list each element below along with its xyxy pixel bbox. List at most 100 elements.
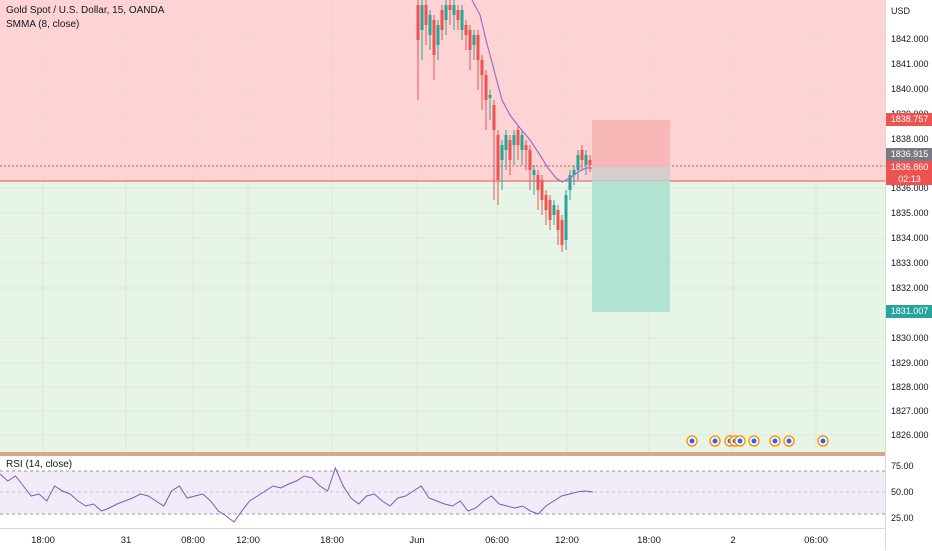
bar-countdown: 02:13: [898, 174, 921, 184]
candle-body: [512, 135, 516, 145]
candle-body: [492, 105, 496, 130]
price-label: 1836.000: [891, 183, 929, 193]
rsi-legend[interactable]: RSI (14, close): [6, 459, 73, 470]
price-label: 1828.000: [891, 382, 929, 392]
candle-body: [432, 20, 436, 55]
take-profit-price-tag[interactable]: 1831.007: [886, 305, 932, 318]
price-label: 1835.000: [891, 208, 929, 218]
event-flag-dot: [712, 438, 718, 444]
candle-body: [540, 180, 544, 200]
candle-body: [496, 135, 500, 180]
candle-body: [420, 5, 424, 30]
candle-body: [460, 10, 464, 30]
current-price-tag[interactable]: 1836.860 02:13: [886, 161, 932, 185]
candle-body: [576, 155, 580, 170]
entry-zone[interactable]: [592, 166, 670, 181]
candle-body: [452, 5, 456, 15]
candle-body: [584, 155, 588, 165]
rsi-axis-label: 75.00: [891, 461, 914, 471]
grid: [0, 0, 885, 452]
rsi-band: [0, 471, 885, 514]
time-axis[interactable]: 18:00 31 08:00 12:00 18:00 Jun 06:00 12:…: [0, 528, 885, 551]
time-label: 06:00: [804, 535, 828, 546]
candle-body: [556, 210, 560, 230]
event-flag-dot: [786, 438, 792, 444]
time-label: 18:00: [320, 535, 344, 546]
candle-body: [568, 175, 572, 190]
candle-body: [488, 95, 492, 98]
price-label: 1838.000: [891, 134, 929, 144]
stop-loss-zone[interactable]: [592, 120, 670, 166]
price-label: 1840.000: [891, 84, 929, 94]
candle-body: [572, 170, 576, 175]
price-axis[interactable]: USD 1842.000 1841.000 1840.000 1839.000 …: [885, 0, 932, 550]
candle-body: [504, 135, 508, 150]
candle-body: [528, 150, 532, 170]
candle-body: [544, 195, 548, 210]
stop-loss-price-tag[interactable]: 1838.757: [886, 113, 932, 126]
candle-body: [440, 10, 444, 30]
candles: [416, 0, 592, 252]
time-label: 06:00: [485, 535, 509, 546]
time-label: 31: [120, 535, 132, 546]
time-label: 18:00: [31, 535, 55, 546]
take-profit-zone[interactable]: [592, 181, 670, 312]
time-label: Jun: [409, 535, 425, 546]
price-label: 1830.000: [891, 333, 929, 343]
candle-body: [560, 220, 564, 245]
price-label: 1833.000: [891, 258, 929, 268]
candle-body: [500, 145, 504, 160]
rsi-canvas: [0, 466, 885, 523]
candle-body: [580, 150, 584, 160]
rsi-axis-label: 50.00: [891, 487, 914, 497]
candle-body: [436, 25, 440, 45]
candle-body: [416, 5, 420, 40]
candle-body: [464, 25, 468, 35]
event-flag-dot: [820, 438, 826, 444]
candle-body: [456, 10, 460, 20]
pane-separator[interactable]: [0, 452, 885, 456]
price-label: 1832.000: [891, 283, 929, 293]
candle-body: [532, 170, 536, 175]
candle-body: [552, 205, 556, 215]
candle-body: [536, 175, 540, 190]
economic-events[interactable]: [686, 435, 829, 447]
candle-body: [424, 5, 428, 25]
candle-body: [508, 140, 512, 160]
price-label: 1842.000: [891, 34, 929, 44]
time-label: 18:00: [637, 535, 661, 546]
candle-body: [472, 35, 476, 45]
candle-body: [448, 5, 452, 10]
event-flag-dot: [772, 438, 778, 444]
price-label: 1829.000: [891, 358, 929, 368]
time-label: 2: [730, 535, 736, 546]
rsi-pane[interactable]: RSI (14, close): [0, 456, 885, 528]
currency-label: USD: [891, 6, 911, 16]
price-label: 1841.000: [891, 59, 929, 69]
candle-body: [480, 60, 484, 75]
last-price-tag[interactable]: 1836.915: [886, 148, 932, 161]
candle-body: [564, 195, 568, 240]
candle-body: [520, 135, 524, 150]
current-price-value: 1836.860: [890, 162, 929, 172]
smma-legend[interactable]: SMMA (8, close): [6, 19, 80, 30]
event-flag-dot: [689, 438, 695, 444]
price-chart-canvas[interactable]: [0, 0, 885, 452]
price-label: 1827.000: [891, 406, 929, 416]
candle-body: [428, 15, 432, 35]
candle-body: [468, 30, 472, 50]
candle-body: [476, 35, 480, 60]
candle-body: [588, 160, 592, 165]
symbol-legend[interactable]: Gold Spot / U.S. Dollar, 15, OANDA: [6, 5, 165, 16]
price-chart[interactable]: Gold Spot / U.S. Dollar, 15, OANDA SMMA …: [0, 0, 885, 452]
candle-body: [444, 5, 448, 20]
rsi-axis-label: 25.00: [891, 513, 914, 523]
time-label: 12:00: [555, 535, 579, 546]
candle-body: [548, 200, 552, 220]
smma-line: [471, 0, 592, 183]
rsi-line: [0, 466, 593, 523]
price-label: 1826.000: [891, 430, 929, 440]
candle-body: [484, 75, 488, 100]
event-flag-dot: [751, 438, 757, 444]
candle-body: [524, 145, 528, 150]
